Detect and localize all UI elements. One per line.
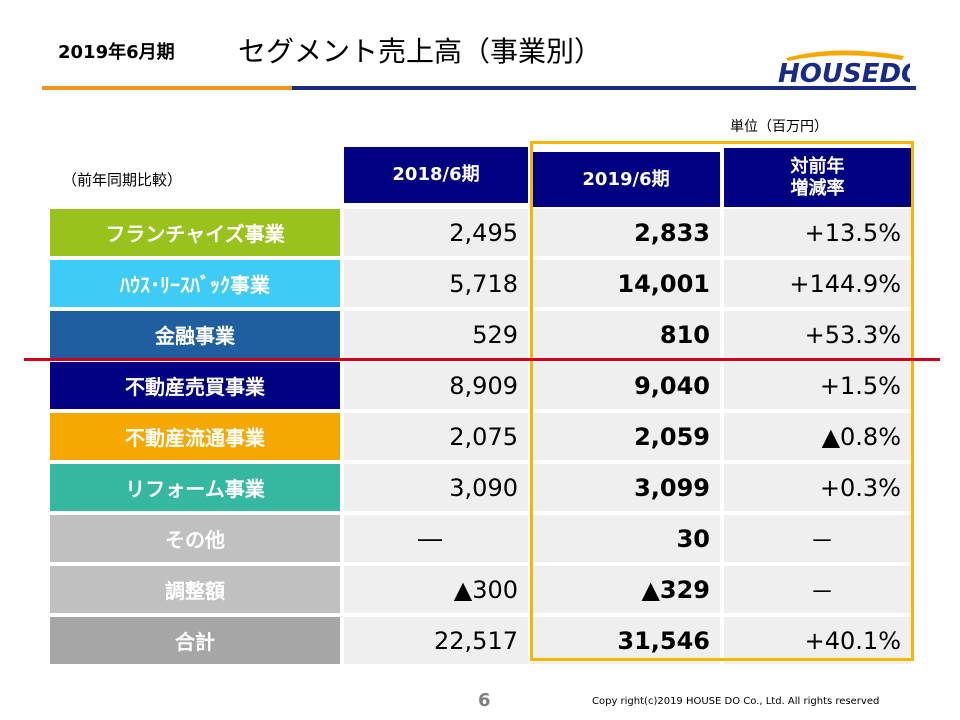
- segment-label: その他: [50, 515, 340, 562]
- segment-label: ﾊｳｽ･ﾘｰｽﾊﾞｯｸ事業: [50, 260, 340, 307]
- value-2019: 2,059: [532, 413, 720, 460]
- segment-label: フランチャイズ事業: [50, 209, 340, 256]
- svg-text:HOUSEDO: HOUSEDO: [778, 59, 910, 88]
- slide-title-period: 2019年6月期: [58, 42, 175, 63]
- header-2018: 2018/6期: [344, 147, 528, 203]
- value-2019: 9,040: [532, 362, 720, 409]
- value-2019: 31,546: [532, 617, 720, 664]
- compare-label: （前年同期比較）: [62, 171, 183, 189]
- divider-line: [24, 358, 940, 361]
- page-number: 6: [478, 690, 491, 711]
- unit-label: 単位（百万円）: [730, 119, 828, 135]
- value-2019: 30: [532, 515, 720, 562]
- segment-label: 合計: [50, 617, 340, 664]
- value-change: +40.1%: [724, 617, 911, 664]
- value-change: ▲0.8%: [724, 413, 911, 460]
- value-2018: 5,718: [344, 260, 528, 307]
- segment-label: 不動産売買事業: [50, 362, 340, 409]
- value-2019: ▲329: [532, 566, 720, 613]
- header-2019: 2019/6期: [532, 152, 720, 207]
- value-change: +1.5%: [724, 362, 911, 409]
- header-change: 対前年 増減率: [724, 148, 911, 207]
- value-2018: 8,909: [344, 362, 528, 409]
- value-change: +53.3%: [724, 311, 911, 358]
- value-2019: 810: [532, 311, 720, 358]
- segment-label: 調整額: [50, 566, 340, 613]
- copyright-text: Copy right(c)2019 HOUSE DO Co., Ltd. All…: [592, 696, 880, 707]
- value-2018: 2,495: [344, 209, 528, 256]
- value-2019: 14,001: [532, 260, 720, 307]
- title-rule-orange: [42, 86, 292, 90]
- segment-label: 金融事業: [50, 311, 340, 358]
- value-change: +144.9%: [724, 260, 911, 307]
- value-change: －: [724, 515, 911, 562]
- value-2019: 2,833: [532, 209, 720, 256]
- value-2018: 529: [344, 311, 528, 358]
- slide-title: セグメント売上高（事業別）: [238, 35, 603, 68]
- value-2019: 3,099: [532, 464, 720, 511]
- value-2018: 22,517: [344, 617, 528, 664]
- segment-label: 不動産流通事業: [50, 413, 340, 460]
- value-change: －: [724, 566, 911, 613]
- value-2018: ▲300: [344, 566, 528, 613]
- housedo-logo: HOUSEDO: [778, 50, 910, 88]
- segment-label: リフォーム事業: [50, 464, 340, 511]
- title-rule-navy: [292, 86, 916, 90]
- value-2018: ―: [344, 515, 528, 562]
- value-2018: 2,075: [344, 413, 528, 460]
- value-2018: 3,090: [344, 464, 528, 511]
- value-change: +0.3%: [724, 464, 911, 511]
- value-change: +13.5%: [724, 209, 911, 256]
